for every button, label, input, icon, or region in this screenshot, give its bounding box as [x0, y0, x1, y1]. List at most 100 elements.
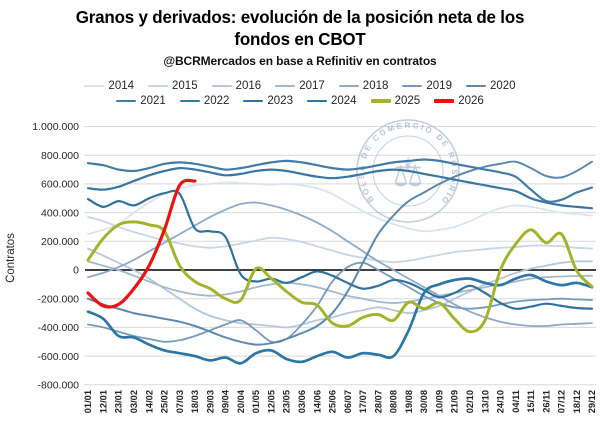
legend-item-2026: 2026 [434, 95, 484, 107]
x-tick-label: 20/04 [236, 389, 246, 413]
legend-item-2024: 2024 [307, 95, 357, 107]
x-tick-label: 15/11 [526, 390, 536, 413]
series-line-2022 [86, 166, 594, 210]
x-tick-label: 01/05 [251, 390, 261, 413]
legend-label-2016: 2016 [235, 80, 262, 92]
legend-swatch-2015 [148, 84, 169, 88]
x-tick-label: 02/10 [465, 390, 475, 413]
legend-swatch-2020 [465, 84, 486, 88]
legend-item-2021: 2021 [116, 95, 166, 107]
page-title-line2: fondos en CBOT [234, 29, 366, 50]
legend-label-2014: 2014 [108, 80, 135, 92]
watermark-outer-ring [356, 119, 460, 223]
y-tick-label: 800.000 [41, 150, 79, 162]
series-line-2026 [86, 178, 197, 309]
legend-label-2022: 2022 [203, 95, 230, 107]
legend-swatch-2025 [370, 99, 391, 103]
legend-swatch-2021 [116, 99, 137, 103]
x-tick-label: 19/08 [404, 390, 414, 413]
y-tick-label: 200.000 [41, 236, 79, 248]
series-line-2023 [86, 189, 594, 310]
x-tick-label: 30/08 [419, 390, 429, 413]
legend-swatch-2014 [84, 84, 105, 88]
x-tick-label: 25/06 [328, 390, 338, 413]
x-tick-label: 13/10 [480, 390, 490, 413]
x-tick-label: 04/11 [511, 390, 521, 413]
series-lines [86, 158, 594, 365]
legend-swatch-2024 [307, 99, 327, 103]
chart-legend: 2014 2015 2016 2017 2018 2019 2020 2021 2022 202… [0, 80, 600, 107]
x-tick-label: 14/02 [144, 390, 154, 413]
series-line-2017 [87, 260, 593, 304]
legend-swatch-2026 [434, 99, 455, 103]
x-tick-label: 18/03 [190, 390, 200, 413]
x-tick-label: 21/09 [450, 390, 460, 413]
y-axis-labels: 1.000.000 800.000 600.000 400.000 200.000 0 -2… [32, 121, 79, 391]
x-tick-label: 06/07 [343, 390, 353, 413]
legend-swatch-2022 [179, 99, 200, 103]
x-tick-label: 24/10 [496, 390, 506, 413]
y-tick-label: 400.000 [41, 207, 79, 219]
legend-label-2020: 2020 [489, 80, 516, 92]
x-tick-label: 03/06 [297, 390, 307, 413]
x-tick-label: 12/05 [266, 390, 276, 413]
x-tick-label: 07/03 [175, 390, 185, 413]
legend-item-2020: 2020 [465, 80, 516, 92]
x-axis-labels: 01/01 12/01 23/01 03/02 14/02 25/02 07/03 18/03… [83, 389, 597, 413]
legend-item-2017: 2017 [275, 80, 325, 92]
series-line-2015 [87, 216, 593, 263]
y-tick-label: 600.000 [41, 179, 79, 191]
y-tick-label: -800.000 [38, 380, 80, 392]
caduceus-staff-icon: ⚕ [403, 155, 412, 174]
legend-label-2015: 2015 [172, 80, 198, 92]
x-tick-label: 18/12 [572, 390, 582, 413]
page-title-line1: Granos y derivados: evolución de la posi… [75, 7, 525, 27]
x-tick-label: 07/12 [557, 390, 567, 413]
series-line-2020 [87, 160, 593, 346]
x-tick-label: 03/02 [129, 390, 139, 413]
x-tick-label: 14/06 [312, 390, 322, 413]
legend-swatch-2017 [275, 84, 296, 88]
legend-label-2017: 2017 [299, 80, 325, 92]
x-tick-label: 12/01 [98, 390, 108, 413]
legend-row-1: 2014 2015 2016 2017 2018 2019 2020 [84, 80, 516, 92]
legend-swatch-2016 [211, 84, 232, 88]
x-tick-label: 25/02 [160, 390, 170, 413]
x-tick-label: 26/11 [541, 390, 551, 413]
series-line-2019 [87, 261, 593, 344]
x-tick-label: 01/01 [83, 390, 93, 413]
legend-item-2022: 2022 [179, 95, 230, 107]
legend-label-2021: 2021 [140, 95, 166, 107]
series-line-2016 [87, 247, 593, 329]
legend-label-2019: 2019 [426, 80, 452, 92]
y-tick-label: -400.000 [38, 322, 80, 334]
x-tick-label: 29/03 [205, 390, 215, 413]
legend-label-2026: 2026 [458, 95, 484, 107]
chart-subtitle: @BCRMercados en base a Refinitiv en cont… [163, 53, 437, 68]
y-axis-title: Contratos [5, 233, 17, 283]
series-line-2024 [86, 273, 594, 365]
legend-item-2023: 2023 [243, 95, 293, 107]
series-line-2018 [87, 201, 593, 328]
legend-label-2023: 2023 [267, 95, 293, 107]
x-tick-label: 23/05 [282, 390, 292, 413]
legend-label-2024: 2024 [331, 95, 357, 107]
x-tick-label: 10/09 [434, 390, 444, 413]
legend-row-2: 2021 2022 2023 2024 2025 2026 [116, 95, 484, 107]
chart-header: Granos y derivados: evolución de la posi… [0, 6, 600, 68]
legend-item-2018: 2018 [338, 80, 389, 92]
x-tick-label: 08/08 [389, 390, 399, 413]
legend-swatch-2018 [338, 84, 359, 88]
legend-swatch-2019 [402, 84, 423, 88]
legend-item-2015: 2015 [148, 80, 198, 92]
legend-swatch-2023 [243, 99, 264, 103]
legend-label-2018: 2018 [362, 80, 389, 92]
y-tick-label: 1.000.000 [32, 121, 79, 133]
x-tick-label: 09/04 [221, 389, 231, 413]
x-tick-label: 23/01 [114, 390, 124, 413]
legend-item-2016: 2016 [211, 80, 262, 92]
legend-item-2014: 2014 [84, 80, 134, 92]
x-tick-label: 29/12 [587, 390, 597, 413]
y-tick-label: -200.000 [38, 293, 80, 305]
